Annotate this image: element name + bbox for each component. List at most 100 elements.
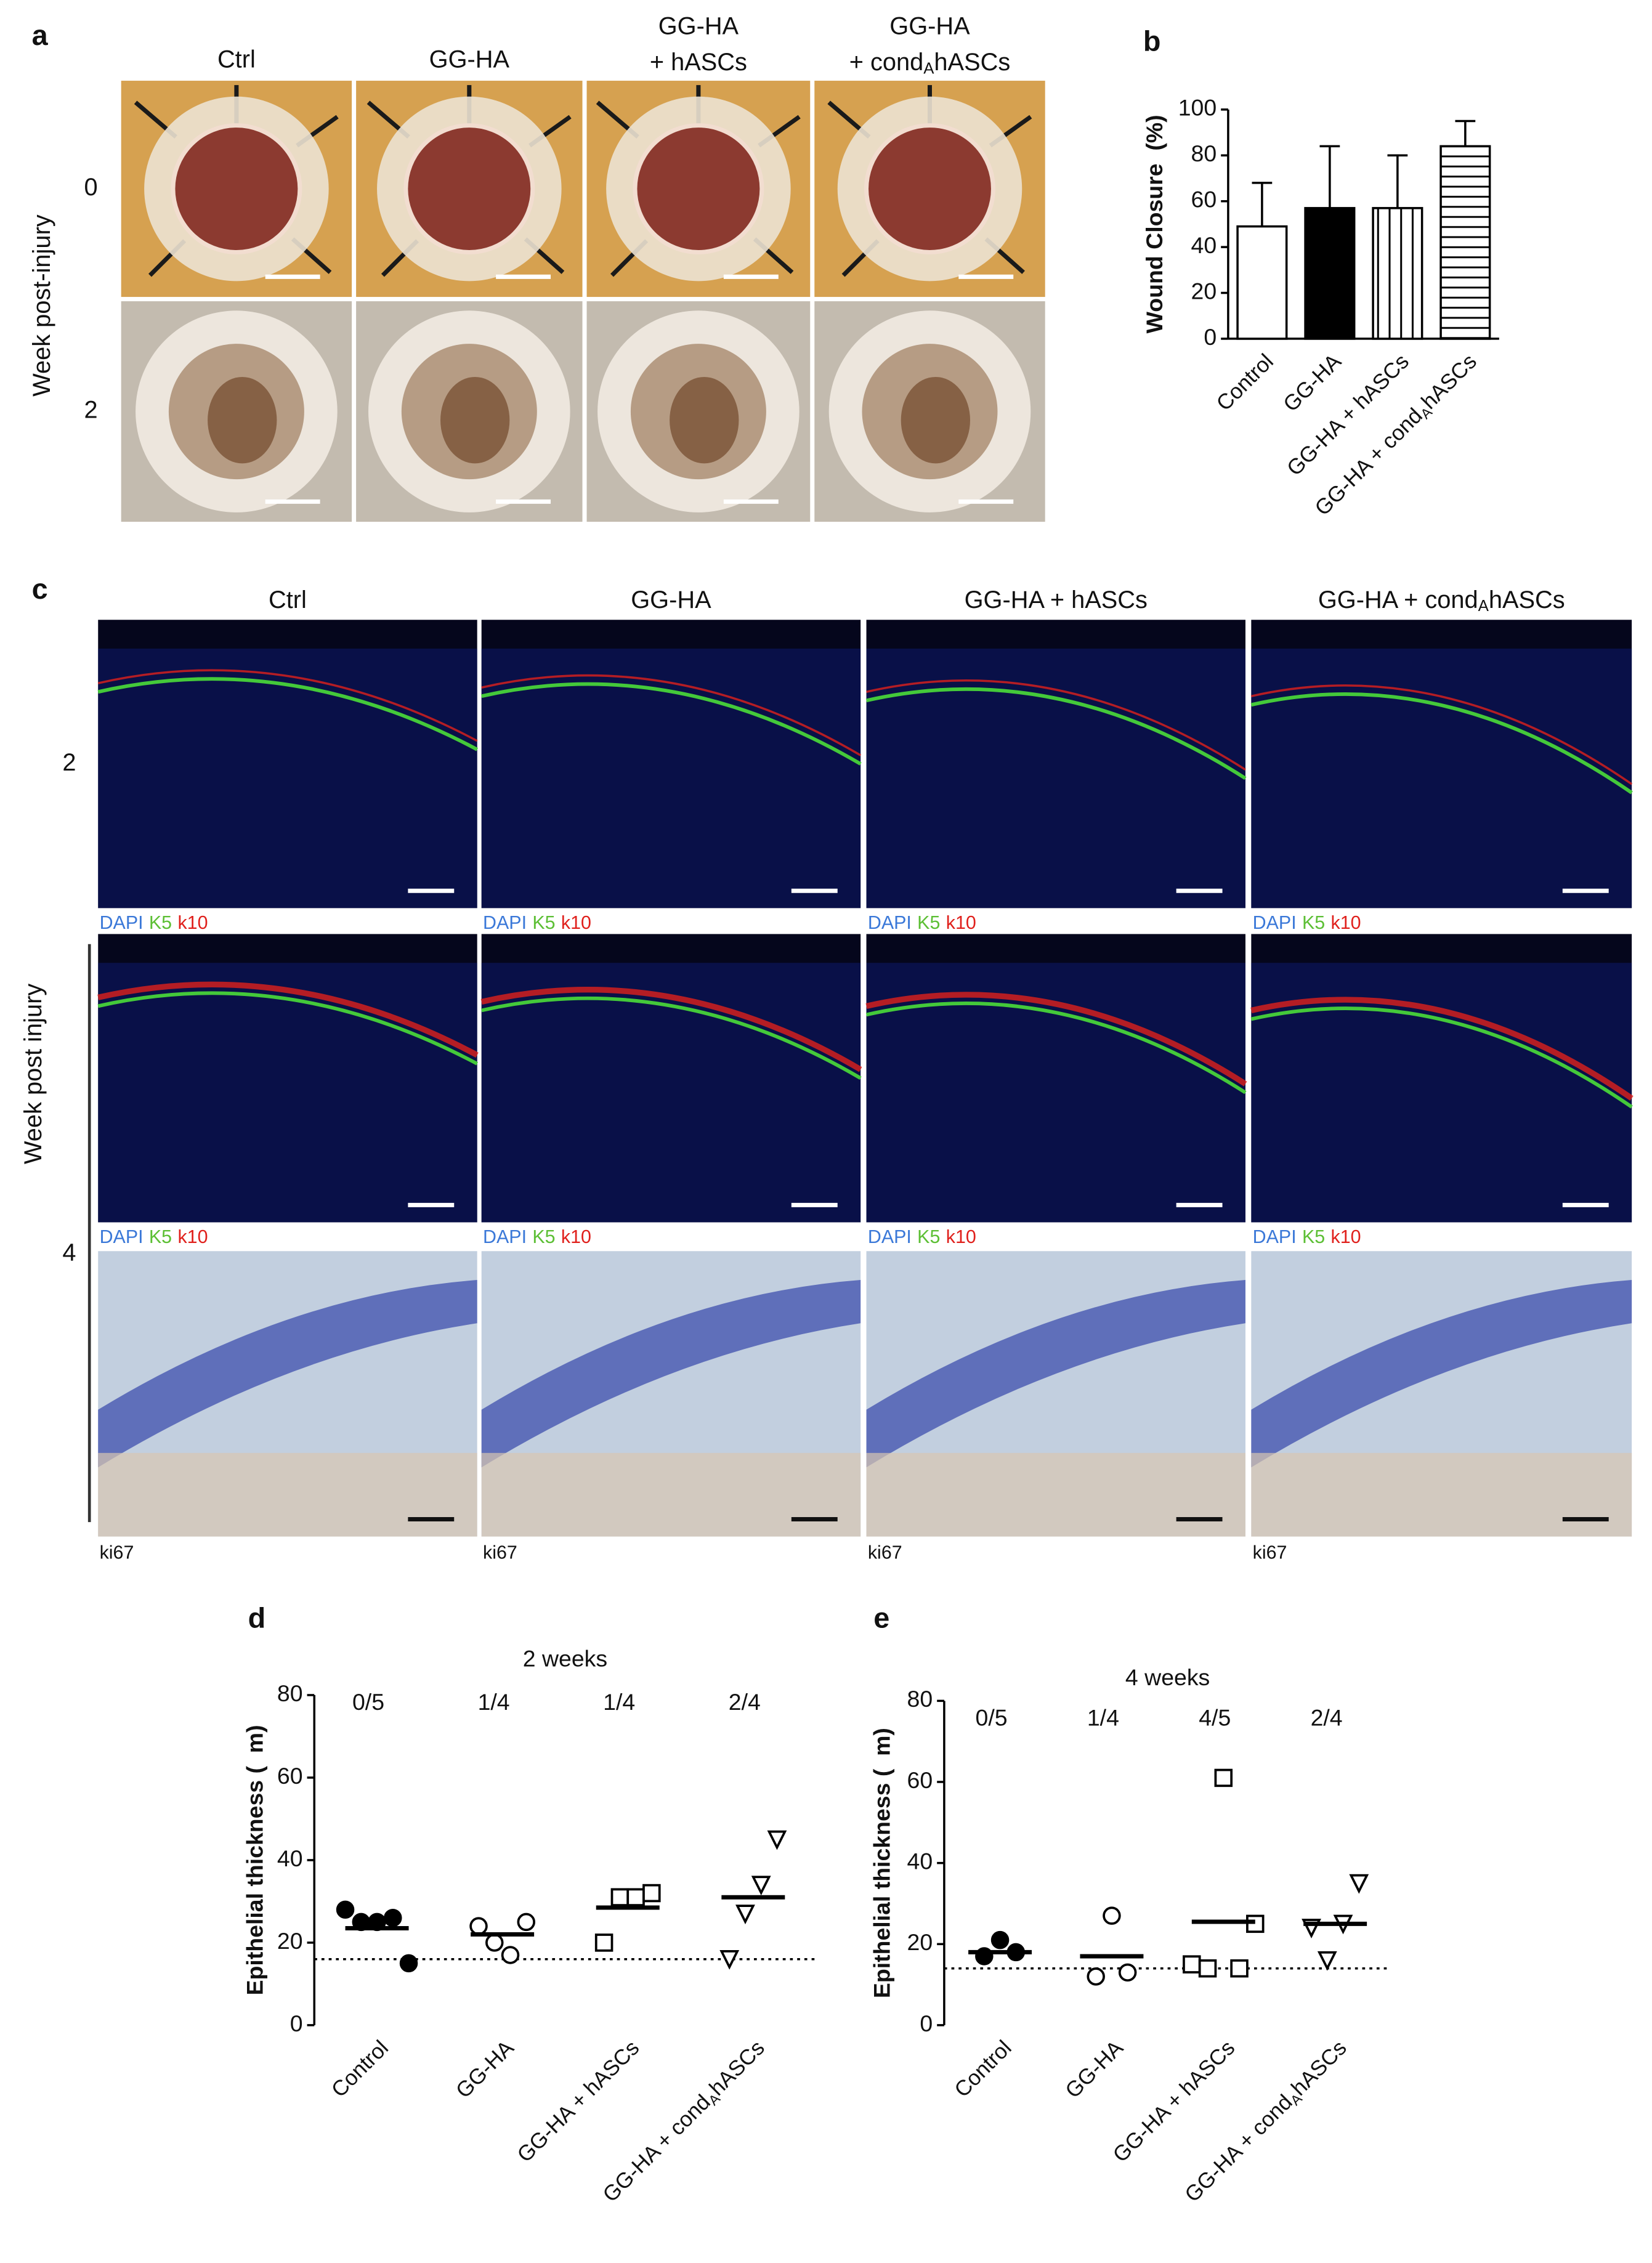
y-tick-label: 0	[920, 2010, 933, 2036]
stain-name: k10	[1331, 1226, 1361, 1247]
dapi-tissue	[1251, 963, 1632, 1223]
bar	[1439, 145, 1491, 340]
x-tick-label: GG-HA	[1061, 2036, 1128, 2103]
stain-name: DAPI	[868, 1226, 912, 1247]
x-tick-label-part: hASCs	[1287, 2036, 1351, 2100]
x-tick-label-part: hASCs	[705, 2036, 769, 2100]
dermis	[866, 1452, 1245, 1537]
data-point	[1118, 1963, 1137, 1982]
stain-name: k10	[946, 912, 976, 933]
wound-bed	[633, 123, 764, 255]
chart-title: 2 weeks	[523, 1646, 607, 1672]
column-header-subscript: A	[1478, 597, 1489, 615]
panel-label: d	[248, 1602, 266, 1634]
scab	[670, 376, 739, 464]
stain-name: DAPI	[1253, 912, 1297, 933]
stain-name: K5	[917, 1226, 940, 1247]
stain-legend: DAPI K5 k10	[1253, 912, 1361, 933]
stain-name: k10	[177, 912, 208, 933]
stain-legend: DAPI K5 k10	[1253, 1226, 1361, 1247]
column-header: Ctrl	[217, 46, 256, 73]
stain-name: K5	[149, 912, 172, 933]
data-point	[469, 1917, 488, 1935]
y-tick-label: 80	[907, 1686, 933, 1712]
column-header-part: GG-HA	[631, 586, 711, 613]
y-tick-label: 40	[907, 1848, 933, 1874]
data-point	[1214, 1768, 1233, 1787]
column-header: GG-HA	[658, 12, 739, 39]
epidermis	[98, 1280, 477, 1468]
x-tick-label-part: GG-HA + cond	[1180, 2090, 1297, 2207]
y-tick-label: 20	[277, 1928, 303, 1954]
stain-name: k10	[177, 1226, 208, 1247]
wound-bed	[403, 123, 535, 255]
stain-name: K5	[149, 1226, 172, 1247]
k5-layer	[481, 996, 862, 1080]
k10-layer	[866, 679, 1246, 771]
data-point	[1230, 1959, 1249, 1978]
dapi-tissue	[866, 649, 1245, 909]
stain-name: K5	[532, 912, 555, 933]
fraction-label: 1/4	[603, 1689, 635, 1715]
dermis	[98, 1452, 477, 1537]
data-point	[1087, 1967, 1105, 1986]
stain-name: DAPI	[868, 912, 912, 933]
k5-layer	[865, 1002, 1247, 1095]
column-header: GG-HA	[429, 46, 510, 73]
panel-label: a	[32, 19, 49, 51]
panel-label: b	[1143, 25, 1161, 57]
data-point	[642, 1884, 661, 1903]
data-point	[626, 1888, 645, 1906]
data-point	[399, 1954, 418, 1973]
data-point	[1183, 1955, 1201, 1974]
data-point	[501, 1946, 520, 1964]
k5-layer	[97, 991, 479, 1066]
column-header: GG-HA	[889, 12, 970, 39]
bar	[1304, 207, 1356, 340]
stain-name: DAPI	[100, 912, 144, 933]
y-tick-label: 20	[1191, 278, 1217, 304]
fraction-label: 4/5	[1199, 1705, 1231, 1731]
epidermis	[1251, 1280, 1632, 1468]
k5-layer	[97, 677, 479, 751]
dapi-tissue	[98, 649, 477, 909]
bar	[1236, 225, 1288, 340]
dermis	[481, 1452, 861, 1537]
data-point	[517, 1913, 535, 1932]
x-tick-label: Control	[327, 2036, 394, 2102]
y-axis-title: Wound Closure (%)	[1141, 115, 1167, 333]
scab	[901, 376, 971, 464]
scab	[208, 376, 277, 464]
y-tick-label: 80	[277, 1680, 303, 1706]
x-tick-label: GG-HA	[1279, 349, 1346, 416]
y-tick-label: 60	[907, 1767, 933, 1793]
k10-layer	[865, 992, 1247, 1087]
stain-name: k10	[561, 912, 591, 933]
y-tick-label: 40	[277, 1845, 303, 1871]
dermis	[1251, 1452, 1632, 1537]
column-header-part: GG-HA	[429, 46, 510, 73]
k5-layer	[1250, 692, 1633, 795]
k10-layer	[481, 674, 862, 756]
column-header-part: GG-HA + hASCs	[965, 586, 1148, 613]
x-tick-label: GG-HA + hASCs	[1282, 349, 1414, 480]
stain-name: DAPI	[483, 1226, 527, 1247]
stain-name: ki67	[100, 1542, 134, 1563]
column-header: Ctrl	[269, 586, 307, 613]
k10-layer	[480, 987, 862, 1072]
data-point	[719, 1949, 740, 1970]
column-header-part: GG-HA	[658, 12, 739, 39]
data-point	[384, 1908, 402, 1927]
y-axis-title: Epithelial thickness ( m)	[869, 1728, 894, 1998]
fraction-label: 0/5	[976, 1705, 1008, 1731]
x-tick-label-part: Control	[1212, 349, 1279, 416]
k10-layer	[97, 981, 479, 1058]
stain-name: ki67	[868, 1542, 902, 1563]
column-header-part: GG-HA + cond	[1318, 586, 1478, 613]
column-header: + hASCs	[650, 48, 747, 75]
column-header-part: + hASCs	[650, 48, 747, 75]
y-tick-label: 40	[1191, 232, 1217, 258]
x-tick-label: GG-HA	[451, 2036, 519, 2103]
stain-name: k10	[561, 1226, 591, 1247]
row-label: 4	[62, 1239, 76, 1266]
